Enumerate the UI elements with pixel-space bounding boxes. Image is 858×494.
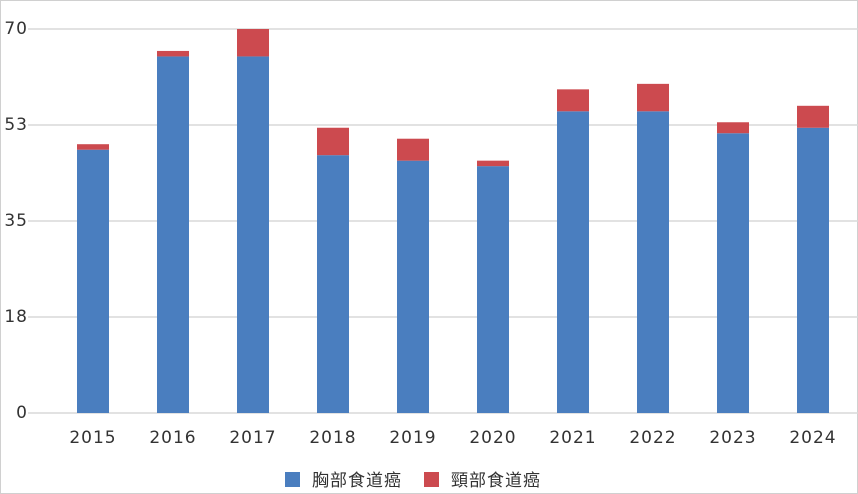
y-tick-label: 53 <box>4 115 28 135</box>
legend-label: 頸部食道癌 <box>451 471 541 491</box>
x-tick-label: 2023 <box>709 428 756 448</box>
bar-segment <box>477 160 509 167</box>
y-tick-label: 18 <box>4 307 28 327</box>
bar-segment <box>717 122 749 134</box>
x-tick-label: 2017 <box>229 428 276 448</box>
bar-segment <box>637 83 669 112</box>
bar-segment <box>317 155 349 413</box>
bar-segment <box>797 105 829 128</box>
x-tick-label: 2021 <box>549 428 596 448</box>
x-tick-label: 2022 <box>629 428 676 448</box>
bar-segment <box>557 89 589 112</box>
y-tick-label: 35 <box>4 211 28 231</box>
legend-swatch <box>424 472 439 487</box>
bar-segment <box>77 144 109 150</box>
x-tick-label: 2015 <box>69 428 116 448</box>
bar-segment <box>717 133 749 413</box>
bar-segment <box>317 127 349 156</box>
y-tick-label: 70 <box>4 19 28 39</box>
y-tick-label: 0 <box>16 403 28 423</box>
bar-segment <box>477 166 509 413</box>
x-tick-label: 2016 <box>149 428 196 448</box>
bar-segment <box>797 127 829 413</box>
bar-segment <box>77 149 109 413</box>
bar-segment <box>237 29 269 57</box>
bar-segment <box>397 160 429 413</box>
x-tick-label: 2019 <box>389 428 436 448</box>
bar-segment <box>157 50 189 57</box>
bar-segment <box>397 138 429 161</box>
x-tick-label: 2020 <box>469 428 516 448</box>
legend-label: 胸部食道癌 <box>312 471 402 491</box>
bar-segment <box>237 56 269 414</box>
bar-segment <box>157 56 189 414</box>
x-tick-label: 2018 <box>309 428 356 448</box>
bar-segment <box>637 111 669 414</box>
bar-segment <box>557 111 589 414</box>
x-tick-label: 2024 <box>789 428 836 448</box>
legend-swatch <box>285 472 300 487</box>
